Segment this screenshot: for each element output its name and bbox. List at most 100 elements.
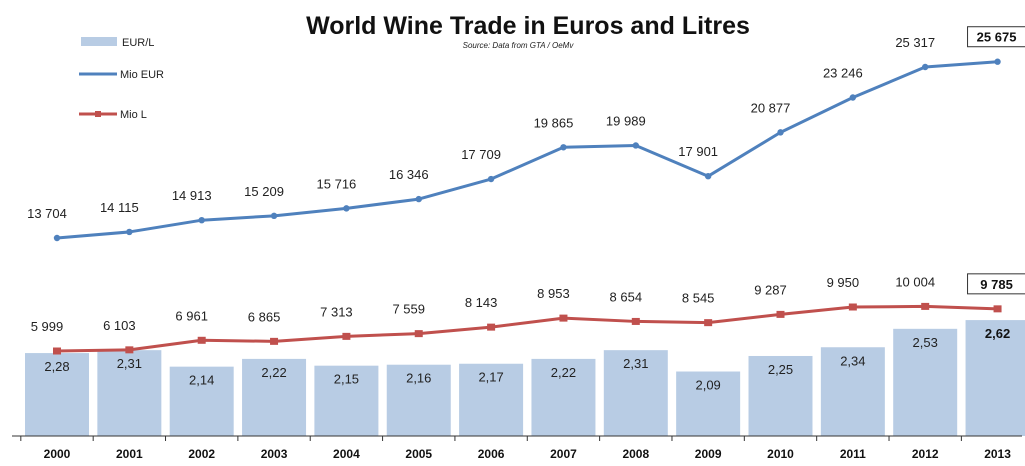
point-mio-l [342, 332, 351, 340]
bar [676, 371, 741, 436]
mio-l-data-label-box [967, 273, 1025, 295]
x-tick-label: 2003 [261, 447, 288, 461]
mio-eur-data-label: 25 675 [977, 30, 1017, 45]
point-mio-eur [126, 228, 133, 236]
point-mio-eur [270, 212, 278, 220]
mio-eur-data-label-box [967, 26, 1025, 48]
point-mio-l [53, 347, 61, 355]
point-mio-l [487, 323, 496, 331]
legend-swatch-eurl [81, 37, 117, 46]
point-mio-l [270, 337, 279, 345]
point-mio-eur [704, 172, 712, 180]
point-mio-l [993, 305, 1002, 313]
bar [603, 350, 668, 436]
point-mio-eur [560, 144, 567, 151]
mio-eur-data-label: 14 913 [172, 188, 212, 203]
point-mio-eur [632, 142, 639, 149]
bar [893, 328, 958, 436]
mio-eur-data-label: 17 901 [678, 144, 718, 159]
bar [386, 364, 451, 436]
bar-data-label: 2,22 [551, 365, 576, 380]
point-mio-eur [53, 234, 61, 242]
point-mio-eur [487, 175, 495, 183]
bar-data-label: 2,09 [695, 378, 720, 393]
point-mio-l [776, 310, 785, 318]
bar [748, 355, 813, 436]
chart-subtitle: Source: Data from GTA / OeMv [463, 41, 575, 50]
bar-data-label: 2,53 [913, 335, 938, 350]
point-mio-eur [849, 94, 857, 101]
series-line-mio-l [56, 304, 998, 353]
point-mio-l [414, 330, 423, 338]
mio-eur-data-label: 20 877 [751, 100, 791, 115]
bar-series [25, 320, 1025, 436]
x-tick-label: 2004 [333, 447, 360, 461]
point-mio-l [704, 319, 713, 327]
mio-eur-data-label: 19 989 [606, 113, 646, 128]
bar-data-label: 2,14 [189, 373, 214, 388]
bar-data-label: 2,34 [840, 353, 865, 368]
x-tick-label: 2010 [767, 447, 794, 461]
bar [820, 347, 885, 436]
point-mio-l [631, 317, 640, 325]
bar [531, 358, 596, 436]
bar [965, 320, 1025, 436]
mio-eur-data-label: 15 716 [317, 176, 357, 191]
mio-l-data-label: 8 545 [682, 291, 715, 306]
mio-l-data-label: 8 654 [610, 289, 643, 304]
point-mio-l [921, 302, 930, 310]
mio-l-data-label: 6 103 [103, 318, 136, 333]
x-tick-label: 2001 [116, 447, 143, 461]
mio-l-data-label: 5 999 [31, 319, 64, 334]
bar-data-label: 2,62 [985, 326, 1010, 341]
mio-eur-data-label: 16 346 [389, 167, 429, 182]
bar [169, 366, 234, 436]
mio-l-data-label: 7 313 [320, 304, 353, 319]
point-mio-eur [415, 195, 422, 203]
point-mio-l [848, 303, 857, 311]
point-mio-eur [994, 58, 1001, 65]
mio-eur-data-label: 25 317 [895, 35, 935, 50]
bar [459, 363, 524, 436]
point-mio-eur [777, 129, 784, 136]
mio-eur-data-label: 23 246 [823, 65, 863, 80]
point-mio-l [125, 346, 134, 354]
bar [242, 358, 307, 436]
point-mio-eur [198, 216, 205, 224]
mio-l-data-label: 10 004 [895, 274, 935, 289]
bar [25, 353, 89, 436]
mio-eur-data-label: 15 209 [244, 184, 284, 199]
bar-data-label: 2,17 [478, 370, 503, 385]
mio-l-data-label: 6 865 [248, 309, 281, 324]
mio-l-data-label: 7 559 [392, 302, 425, 317]
legend-label-mio-l: Mio L [120, 109, 147, 121]
mio-eur-data-label: 13 704 [27, 206, 67, 221]
bar-data-label: 2,22 [261, 365, 286, 380]
bar-data-label: 2,31 [117, 356, 142, 371]
point-mio-eur [922, 63, 929, 71]
x-tick-label: 2000 [44, 447, 71, 461]
bar-data-label: 2,15 [334, 372, 359, 387]
mio-l-data-label: 9 287 [754, 282, 787, 297]
mio-eur-data-label: 14 115 [100, 200, 139, 215]
x-tick-label: 2005 [405, 447, 432, 461]
point-mio-l [559, 314, 568, 322]
bar-data-label: 2,31 [623, 356, 648, 371]
x-tick-label: 2006 [478, 447, 505, 461]
series-line-mio-eur [56, 60, 998, 240]
mio-eur-data-label: 19 865 [534, 115, 574, 130]
plot-area: 2000 2001 2002 2003 2004 2005 2006 2007 2008 2009… [12, 26, 1025, 461]
x-tick-label: 2002 [188, 447, 215, 461]
bar-data-label: 2,25 [768, 362, 793, 377]
x-tick-label: 2011 [840, 447, 866, 461]
legend: EUR/L Mio EUR Mio L [79, 37, 164, 121]
bar-data-label: 2,16 [406, 371, 431, 386]
x-tick-label: 2007 [550, 447, 577, 461]
mio-eur-data-label: 17 709 [461, 147, 501, 162]
chart-title: World Wine Trade in Euros and Litres [306, 12, 750, 40]
bar-data-label: 2,28 [44, 359, 69, 374]
legend-label-mio-eur: Mio EUR [120, 69, 164, 81]
x-tick-label: 2012 [912, 447, 939, 461]
point-mio-l [197, 336, 206, 344]
